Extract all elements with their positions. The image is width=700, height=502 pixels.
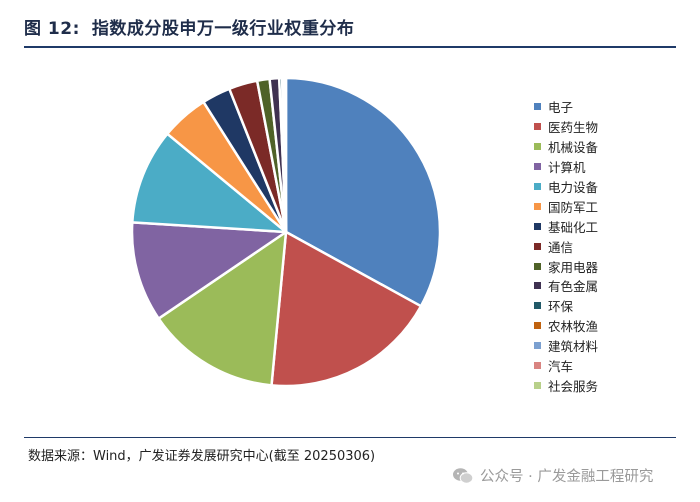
legend-item: 机械设备 (534, 137, 598, 157)
legend-item: 汽车 (534, 356, 598, 376)
pie-slice-15 (283, 76, 288, 234)
legend-label: 环保 (548, 299, 574, 315)
watermark: 公众号 · 广发金融工程研究 (452, 465, 653, 486)
legend-label: 计算机 (548, 160, 586, 176)
pie-slice-3 (157, 230, 288, 387)
legend-swatch (534, 322, 541, 330)
legend-swatch (534, 103, 541, 111)
chart-legend: 电子医药生物机械设备计算机电力设备国防军工基础化工通信家用电器有色金属环保农林牧… (534, 97, 598, 395)
legend-label: 社会服务 (548, 378, 599, 394)
legend-item: 电子 (534, 97, 598, 117)
pie-slice-1 (284, 76, 442, 308)
pie-slice-2 (270, 230, 423, 388)
legend-item: 环保 (534, 296, 598, 316)
legend-item: 有色金属 (534, 276, 598, 296)
legend-item: 国防军工 (534, 196, 598, 216)
legend-swatch (534, 163, 541, 171)
legend-label: 基础化工 (548, 219, 599, 235)
legend-label: 电子 (548, 100, 574, 116)
legend-item: 社会服务 (534, 375, 598, 395)
pie-slice-5 (131, 132, 288, 234)
source-note: 数据来源：Wind，广发证券发展研究中心(截至 20250306) (28, 449, 376, 464)
legend-swatch (534, 143, 541, 151)
legend-label: 农林牧渔 (548, 319, 599, 335)
legend-item: 农林牧渔 (534, 316, 598, 336)
legend-item: 电力设备 (534, 177, 598, 197)
watermark-text: 公众号 · 广发金融工程研究 (480, 469, 654, 485)
wechat-icon (453, 467, 474, 484)
legend-label: 国防军工 (548, 199, 599, 215)
legend-item: 计算机 (534, 157, 598, 177)
legend-label: 医药生物 (548, 120, 599, 136)
legend-label: 电力设备 (548, 180, 599, 195)
legend-swatch (534, 381, 541, 389)
legend-swatch (534, 222, 541, 230)
legend-label: 家用电器 (548, 259, 599, 275)
figure-label: 图 12: (24, 19, 80, 39)
legend-label: 汽车 (548, 359, 574, 375)
legend-item: 通信 (534, 236, 598, 256)
figure-title-text: 指数成分股申万一级行业权重分布 (91, 19, 355, 39)
legend-item: 基础化工 (534, 216, 598, 236)
legend-swatch (534, 202, 541, 210)
source-divider (24, 437, 676, 438)
legend-swatch (534, 302, 541, 310)
pie-chart (130, 76, 442, 388)
legend-swatch (534, 262, 541, 270)
figure-title: 图 12: 指数成分股申万一级行业权重分布 (24, 14, 354, 39)
legend-label: 有色金属 (548, 279, 599, 295)
legend-item: 家用电器 (534, 256, 598, 276)
legend-swatch (534, 123, 541, 131)
legend-swatch (534, 362, 541, 370)
legend-item: 医药生物 (534, 117, 598, 137)
legend-swatch (534, 342, 541, 350)
legend-swatch (534, 242, 541, 250)
chart-area: 电子医药生物机械设备计算机电力设备国防军工基础化工通信家用电器有色金属环保农林牧… (24, 50, 676, 430)
legend-label: 通信 (548, 239, 574, 255)
legend-label: 建筑材料 (548, 339, 599, 355)
legend-swatch (534, 183, 541, 190)
legend-label: 机械设备 (548, 140, 599, 156)
pie-slice-4 (130, 221, 288, 320)
title-divider (24, 46, 676, 48)
legend-swatch (534, 282, 541, 290)
legend-item: 建筑材料 (534, 336, 598, 356)
